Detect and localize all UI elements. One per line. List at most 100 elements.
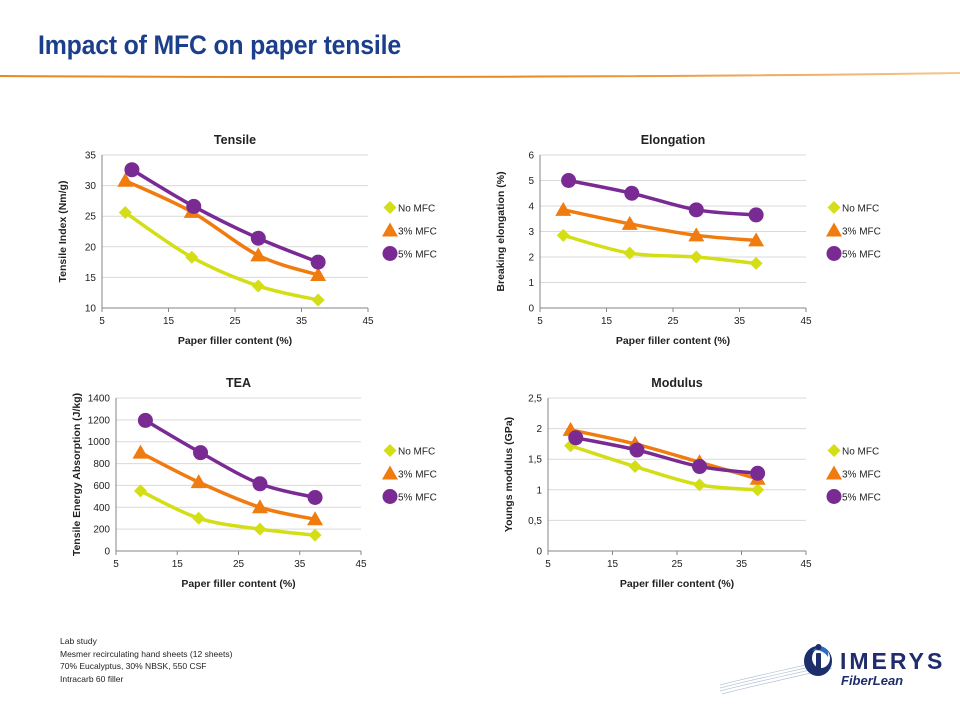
legend-label: 5% MFC: [398, 493, 437, 504]
legend-marker: [826, 246, 842, 261]
data-point: [124, 162, 140, 178]
y-tick-label: 200: [93, 525, 110, 536]
y-tick-label: 0: [104, 547, 110, 558]
y-tick-label: 1200: [88, 415, 111, 426]
legend-marker: [382, 246, 398, 261]
data-point: [555, 201, 572, 216]
data-point: [250, 230, 266, 246]
legend-marker: [383, 201, 397, 214]
chart-title: TEA: [226, 376, 251, 390]
logo-wordmark: IMERYS: [840, 648, 945, 674]
y-tick-label: 4: [528, 202, 534, 213]
logo-emblem-icon: [804, 644, 832, 676]
data-point: [186, 198, 202, 214]
y-tick-label: 0: [536, 547, 542, 558]
series-line: [130, 167, 320, 264]
chart-modulus: 0 0,5 1 1,5 2 2,5 5 15 25 35 45 Modulus Paper filler…: [503, 376, 881, 590]
footnote: Lab study Mesmer recirculating hand shee…: [60, 635, 232, 685]
data-point: [251, 499, 268, 514]
series-line: [573, 436, 760, 476]
y-tick-label: 0,5: [528, 516, 542, 527]
y-tick-label: 800: [93, 459, 110, 470]
x-axis-label: Paper filler content (%): [178, 335, 292, 347]
data-point: [311, 293, 325, 307]
x-tick-label: 35: [296, 316, 308, 327]
x-tick-label: 25: [233, 559, 245, 570]
y-axis-label: Tensile Energy Absorption (J/kg): [71, 393, 83, 556]
y-tick-label: 1: [528, 278, 534, 289]
series-line: [138, 489, 317, 537]
data-point: [192, 511, 206, 525]
x-tick-label: 45: [800, 316, 812, 327]
legend-label: 3% MFC: [842, 227, 881, 238]
chart-tensile: 10 15 20 25 30 35 5 15 25 35 45 Tensile Paper filler…: [57, 133, 437, 347]
title-underline: [0, 72, 960, 78]
data-point: [693, 478, 707, 492]
y-tick-label: 6: [528, 151, 534, 162]
chart-title: Modulus: [651, 376, 702, 390]
y-tick-label: 10: [85, 304, 97, 315]
legend-marker: [826, 465, 842, 480]
y-tick-label: 1: [536, 485, 542, 496]
x-tick-label: 25: [671, 559, 683, 570]
legend-label: No MFC: [842, 204, 879, 215]
series-line: [566, 178, 758, 217]
x-tick-label: 25: [229, 316, 241, 327]
y-tick-label: 1000: [88, 437, 111, 448]
data-point: [568, 430, 584, 446]
data-point: [561, 173, 577, 188]
slide-title: Impact of MFC on paper tensile: [38, 30, 401, 60]
x-tick-label: 45: [362, 316, 374, 327]
x-axis-label: Paper filler content (%): [616, 335, 730, 347]
x-tick-label: 5: [545, 559, 551, 570]
footnote-line: Mesmer recirculating hand sheets (12 she…: [60, 648, 233, 659]
data-point: [252, 476, 268, 492]
x-tick-label: 15: [607, 559, 619, 570]
legend-marker: [383, 444, 397, 457]
y-tick-label: 20: [85, 242, 97, 253]
x-tick-label: 45: [355, 559, 367, 570]
data-point: [132, 444, 149, 459]
data-point: [689, 250, 703, 264]
legend-label: No MFC: [842, 447, 879, 458]
legend-marker: [827, 444, 841, 457]
y-tick-label: 400: [93, 503, 110, 514]
data-point: [307, 489, 323, 505]
x-tick-label: 35: [294, 559, 306, 570]
legend-label: No MFC: [398, 447, 435, 458]
y-tick-label: 2: [528, 253, 534, 264]
chart-title: Elongation: [641, 133, 706, 147]
data-point: [117, 172, 134, 187]
y-tick-label: 0: [528, 304, 534, 315]
y-tick-label: 2: [536, 424, 542, 435]
x-tick-label: 15: [172, 559, 184, 570]
data-point: [190, 474, 207, 489]
data-point: [308, 528, 322, 542]
y-tick-label: 1,5: [528, 455, 542, 466]
data-point: [118, 206, 132, 220]
data-point: [688, 202, 704, 218]
y-tick-label: 30: [85, 181, 97, 192]
footnote-line: Intracarb 60 filler: [60, 673, 124, 684]
data-point: [621, 215, 638, 230]
y-tick-label: 35: [85, 151, 97, 162]
series-line: [561, 208, 758, 243]
footnote-line: 70% Eucalyptus, 30% NBSK, 550 CSF: [60, 661, 207, 671]
legend-label: 5% MFC: [842, 493, 881, 504]
series-line: [143, 418, 317, 500]
x-tick-label: 45: [800, 559, 812, 570]
series-line: [561, 233, 758, 266]
y-axis-label: Breaking elongation (%): [495, 171, 507, 291]
data-point: [307, 511, 324, 526]
x-tick-label: 35: [734, 316, 746, 327]
y-tick-label: 600: [93, 481, 110, 492]
data-point: [251, 279, 265, 293]
y-tick-label: 2,5: [528, 394, 542, 405]
data-point: [748, 207, 764, 223]
data-point: [688, 227, 705, 242]
footnote-line: Lab study: [60, 636, 97, 646]
y-tick-label: 5: [528, 176, 534, 187]
data-point: [629, 442, 645, 458]
